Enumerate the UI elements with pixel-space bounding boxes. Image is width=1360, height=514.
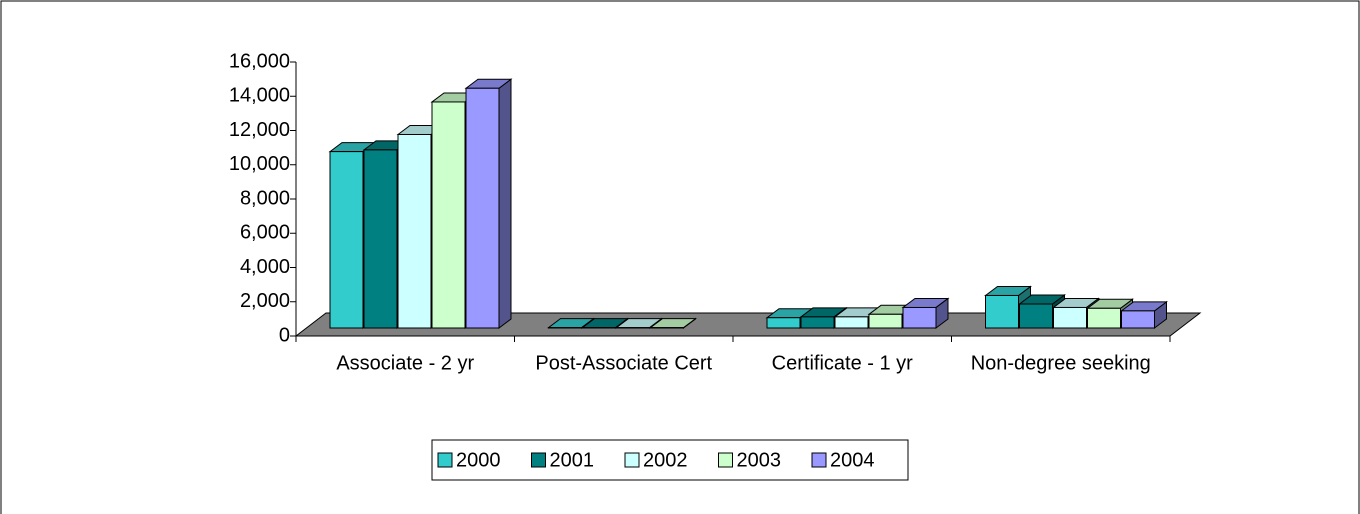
y-tick-label: 14,000 [229,85,290,107]
bar-front [1019,303,1053,329]
legend-swatch [624,452,640,468]
bar-front [363,149,398,329]
bar-front [431,101,466,329]
bar-front [329,151,364,329]
y-tick-label: 6,000 [240,222,290,244]
bar [901,297,950,329]
bar-front [1087,307,1121,329]
bar [581,317,629,329]
legend-label: 2004 [830,449,875,471]
y-tick-label: 8,000 [240,187,290,209]
x-tick-label: Certificate - 1 yr [772,352,913,374]
y-tick-label: 12,000 [229,119,290,141]
legend-label: 2001 [550,449,595,471]
legend-swatch [718,452,733,468]
bar [649,317,697,329]
bar [615,317,663,329]
x-tick-label: Non-degree seeking [971,352,1151,374]
bar-front [800,316,835,329]
bar-side [498,78,512,329]
y-tick-label: 0 [279,324,290,346]
legend-swatch [531,452,546,468]
bar-front [868,313,903,329]
y-tick-label: 2,000 [240,290,290,312]
bar-front [902,306,937,329]
bar-front [766,317,801,329]
y-tick-label: 16,000 [229,50,290,72]
bar [547,317,595,329]
legend-label: 2003 [737,449,782,471]
legend-label: 2002 [643,449,688,471]
bar-front [397,133,432,329]
bar-front [1121,310,1155,329]
bar-front [465,87,500,329]
x-tick-label: Post-Associate Cert [535,352,712,374]
bar [464,78,513,329]
bar [1120,300,1168,329]
bar-front [985,294,1019,329]
legend-swatch [811,452,827,468]
y-tick-label: 10,000 [229,153,290,175]
y-tick-label: 4,000 [240,256,290,278]
bar-front [1053,306,1087,329]
bar-front [834,316,869,329]
legend-swatch [437,452,453,468]
x-tick-label: Associate - 2 yr [336,352,474,374]
legend-label: 2000 [456,449,501,471]
legend [431,439,909,481]
